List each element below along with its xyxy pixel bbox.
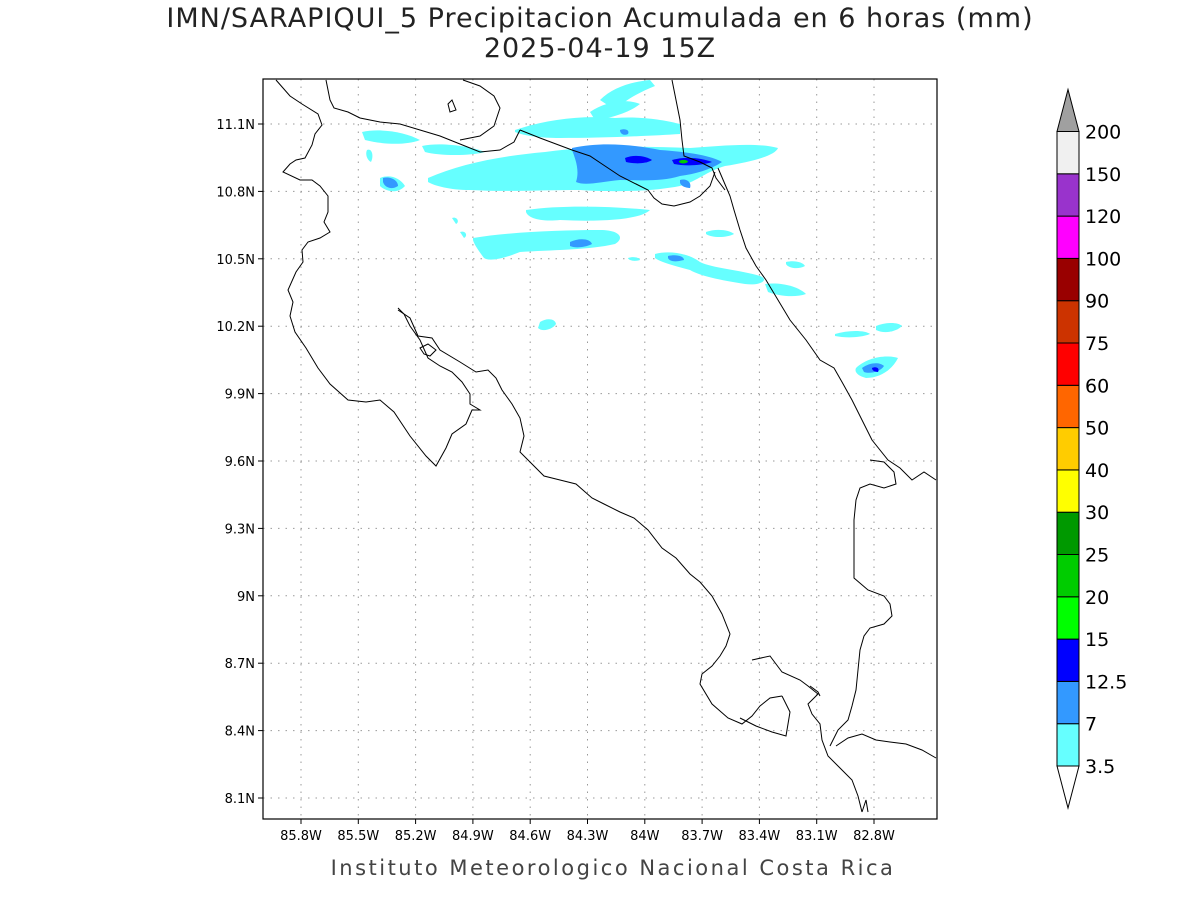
lat-tick-label: 9N — [237, 590, 255, 605]
lon-tick-label: 82.8W — [853, 829, 895, 844]
map-title: IMN/SARAPIQUI_5 Precipitacion Acumulada … — [166, 3, 1034, 34]
colorbar-segment — [1056, 342, 1080, 386]
colorbar-label: 100 — [1085, 248, 1121, 270]
colorbar-segment — [1056, 638, 1080, 682]
colorbar-segment — [1056, 554, 1080, 598]
colorbar-label: 30 — [1085, 502, 1109, 524]
coastline — [275, 79, 937, 813]
lat-tick-label: 9.9N — [225, 388, 255, 403]
colorbar-lower-arrow — [1056, 765, 1080, 810]
lat-tick-label: 9.6N — [225, 455, 255, 470]
lat-tick-label: 11.1N — [216, 118, 255, 133]
lat-tick-label: 9.3N — [225, 522, 255, 537]
lon-tick-label: 84.9W — [452, 829, 494, 844]
colorbar-segment — [1056, 131, 1080, 175]
lon-tick-label: 84.3W — [567, 829, 609, 844]
colorbar-upper-arrow — [1056, 87, 1080, 132]
colorbar-segment — [1056, 469, 1080, 513]
lon-tick-label: 83.7W — [681, 829, 723, 844]
colorbar-segment — [1056, 596, 1080, 640]
colorbar-label: 15 — [1085, 629, 1109, 651]
colorbar-label: 7 — [1085, 714, 1097, 736]
colorbar-segment — [1056, 384, 1080, 429]
colorbar-label: 75 — [1085, 333, 1109, 355]
colorbar: 3.5 7 12.5 15 20 25 30 40 50 60 75 90 100 120 150 200 — [1056, 87, 1127, 810]
colorbar-label: 150 — [1085, 164, 1121, 186]
map-frame — [262, 78, 938, 820]
footer-credit: Instituto Meteorologico Nacional Costa R… — [330, 856, 896, 880]
lat-tick-label: 8.7N — [225, 657, 255, 672]
colorbar-label: 3.5 — [1085, 756, 1115, 778]
colorbar-segment — [1056, 427, 1080, 471]
lat-tick-label: 10.5N — [216, 253, 255, 268]
lon-tick-label: 85.5W — [337, 829, 379, 844]
colorbar-segment — [1056, 173, 1080, 217]
colorbar-segment — [1056, 723, 1080, 767]
lon-tick-label: 85.2W — [395, 829, 437, 844]
colorbar-label: 90 — [1085, 291, 1109, 313]
lon-tick-label: 83.4W — [738, 829, 780, 844]
longitude-axis: 85.8W 85.5W 85.2W 84.9W 84.6W 84.3W 84W 83.7W 83… — [280, 819, 895, 844]
colorbar-label: 12.5 — [1085, 671, 1127, 693]
lat-tick-label: 10.2N — [216, 320, 255, 335]
colorbar-label: 200 — [1085, 122, 1121, 144]
colorbar-segment — [1056, 257, 1080, 302]
colorbar-segment — [1056, 215, 1080, 259]
colorbar-label: 120 — [1085, 206, 1121, 228]
colorbar-segment — [1056, 300, 1080, 344]
colorbar-segment — [1056, 680, 1080, 725]
colorbar-label: 60 — [1085, 375, 1109, 397]
map-date: 2025-04-19 15Z — [483, 33, 717, 64]
lat-tick-label: 8.1N — [225, 792, 255, 807]
lat-tick-label: 8.4N — [225, 725, 255, 740]
colorbar-label: 25 — [1085, 545, 1109, 567]
lat-tick-label: 10.8N — [216, 185, 255, 200]
colorbar-segment — [1056, 511, 1080, 556]
colorbar-label: 20 — [1085, 587, 1109, 609]
lon-tick-label: 85.8W — [280, 829, 322, 844]
colorbar-label: 50 — [1085, 418, 1109, 440]
lon-tick-label: 84.6W — [509, 829, 551, 844]
lon-tick-label: 83.1W — [796, 829, 838, 844]
colorbar-label: 40 — [1085, 460, 1109, 482]
precipitation-shading — [362, 80, 902, 378]
latitude-axis: 11.1N 10.8N 10.5N 10.2N 9.9N 9.6N 9.3N 9N 8.7N 8.… — [216, 118, 263, 807]
lon-tick-label: 84W — [630, 829, 660, 844]
